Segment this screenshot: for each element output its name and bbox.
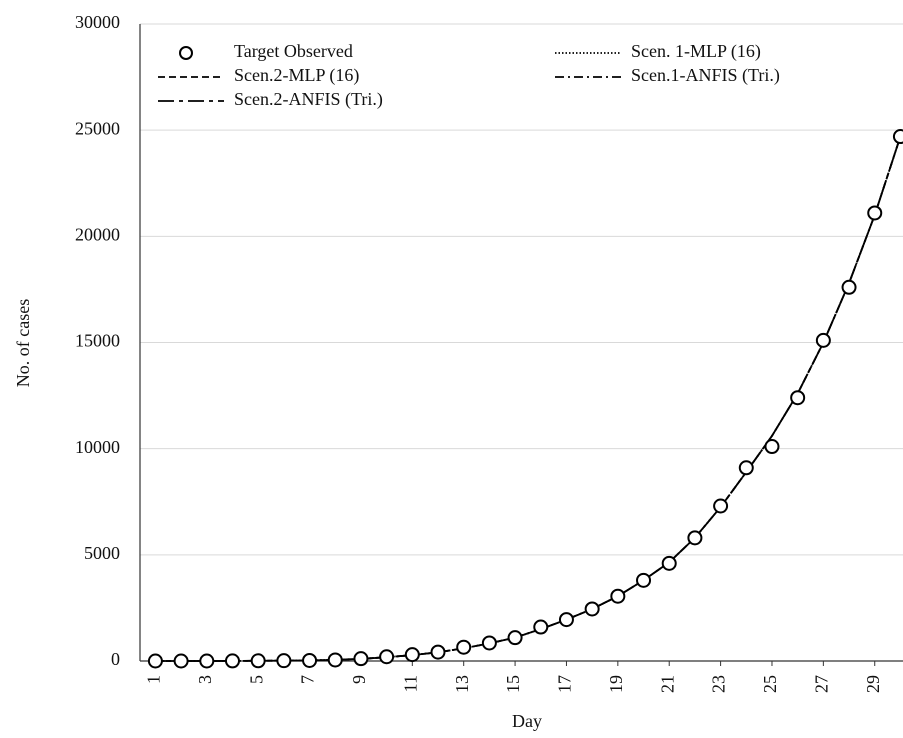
series-line (155, 136, 902, 662)
marker (276, 653, 292, 669)
x-tick-label: 7 (298, 675, 318, 684)
marker (558, 612, 574, 628)
marker (481, 635, 497, 651)
y-tick-label: 0 (111, 649, 120, 669)
y-tick-label: 30000 (75, 12, 120, 32)
x-tick-label: 27 (811, 675, 831, 693)
marker (533, 619, 549, 635)
x-tick-label: 1 (144, 675, 164, 684)
marker (507, 630, 523, 646)
x-tick-label: 3 (195, 675, 215, 684)
marker (738, 460, 754, 476)
marker (841, 279, 857, 295)
marker (224, 653, 240, 669)
legend-label: Scen.2-ANFIS (Tri.) (234, 89, 383, 110)
marker (173, 653, 189, 669)
x-tick-label: 11 (400, 675, 420, 692)
marker (302, 652, 318, 668)
series-line (155, 136, 902, 662)
marker (327, 652, 343, 668)
x-axis-title: Day (512, 711, 542, 731)
marker (892, 129, 903, 145)
y-axis-title: No. of cases (13, 299, 33, 387)
series-line (155, 136, 902, 662)
legend-label: Scen.1-ANFIS (Tri.) (631, 65, 780, 86)
x-tick-label: 15 (503, 675, 523, 693)
x-tick-label: 29 (863, 675, 883, 693)
marker (456, 639, 472, 655)
y-tick-label: 5000 (84, 543, 120, 563)
x-tick-label: 25 (760, 675, 780, 693)
marker (713, 498, 729, 514)
x-tick-label: 5 (246, 675, 266, 684)
marker (636, 572, 652, 588)
marker (430, 644, 446, 660)
marker (404, 647, 420, 663)
marker (687, 530, 703, 546)
x-tick-label: 21 (657, 675, 677, 693)
y-tick-label: 25000 (75, 118, 120, 138)
marker (199, 653, 215, 669)
legend-label: Scen. 1-MLP (16) (631, 41, 761, 62)
marker (353, 651, 369, 667)
legend-label: Target Observed (234, 41, 353, 61)
marker (764, 439, 780, 455)
x-tick-label: 17 (555, 675, 575, 693)
marker (790, 390, 806, 406)
marker (147, 653, 163, 669)
legend-marker (179, 46, 193, 60)
marker (584, 601, 600, 617)
x-tick-label: 13 (452, 675, 472, 693)
y-tick-label: 15000 (75, 331, 120, 351)
legend-label: Scen.2-MLP (16) (234, 65, 359, 86)
marker (815, 332, 831, 348)
marker (867, 205, 883, 221)
marker (379, 649, 395, 665)
y-tick-label: 10000 (75, 437, 120, 457)
x-tick-label: 19 (606, 675, 626, 693)
marker (610, 588, 626, 604)
marker (661, 555, 677, 571)
y-tick-label: 20000 (75, 224, 120, 244)
x-tick-label: 23 (709, 675, 729, 693)
series-line (155, 136, 902, 662)
marker (250, 653, 266, 669)
x-tick-label: 9 (349, 675, 369, 684)
